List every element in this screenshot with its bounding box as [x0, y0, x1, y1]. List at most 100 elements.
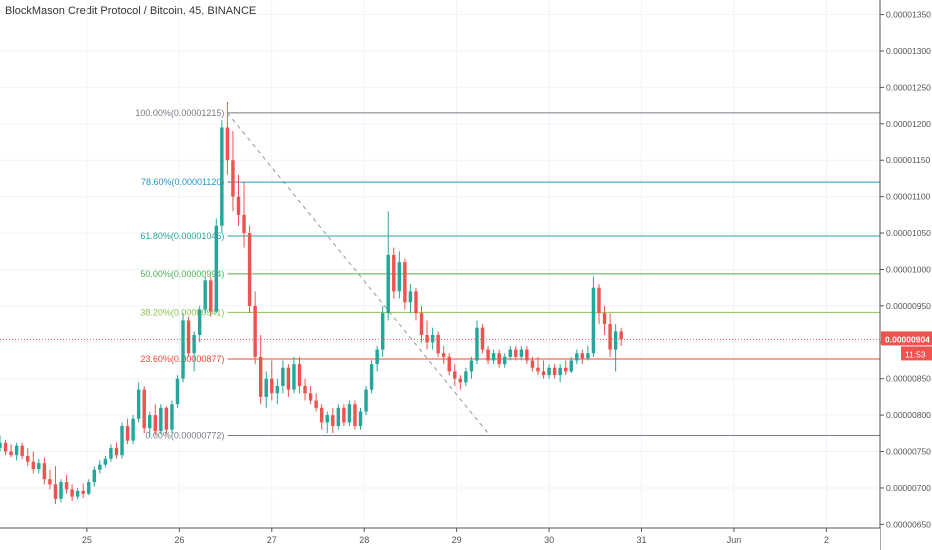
candle-body	[386, 254, 390, 314]
candle	[525, 345, 529, 365]
time-tick-label: 31	[637, 535, 647, 545]
price-tick-label: 0.00001000	[886, 264, 931, 274]
candle-body	[508, 349, 512, 357]
price-tick-label: 0.00001350	[886, 10, 931, 20]
candle-body	[242, 214, 246, 234]
candle	[131, 415, 135, 445]
candle	[336, 404, 341, 430]
candle-body	[547, 367, 551, 376]
candle	[502, 353, 507, 368]
candle-body	[419, 313, 424, 336]
candle	[70, 484, 74, 502]
candle	[597, 284, 601, 325]
candle-body	[59, 482, 63, 499]
candle-body	[75, 490, 80, 497]
candle-body	[541, 371, 546, 376]
candle-body	[297, 364, 302, 386]
candle-body	[353, 404, 357, 427]
candle	[408, 284, 413, 314]
candle	[203, 276, 207, 314]
candle	[92, 466, 97, 487]
candle	[586, 345, 590, 361]
candle	[386, 211, 390, 321]
candle	[214, 218, 219, 314]
fib-level-label: 50.00%(0.00000994)	[140, 269, 224, 279]
candle	[541, 360, 546, 379]
candle	[347, 400, 352, 427]
candle-body	[186, 320, 191, 354]
candle	[64, 474, 69, 494]
candle-body	[314, 400, 318, 408]
price-tick-label: 0.00001150	[886, 155, 931, 165]
candle-body	[81, 490, 85, 494]
candle-body	[292, 364, 296, 390]
candle-body	[342, 407, 346, 423]
candle	[14, 442, 19, 461]
candle	[569, 356, 573, 373]
candle-body	[92, 469, 97, 483]
candle-body	[170, 404, 174, 430]
candle	[447, 353, 451, 376]
candle-body	[425, 335, 429, 343]
candle	[436, 331, 440, 357]
candle-body	[591, 287, 596, 354]
candle	[258, 335, 263, 405]
candle	[164, 406, 169, 435]
fib-level-label: 38.20%(0.00000941)	[140, 307, 224, 317]
candle-body	[209, 280, 213, 312]
candle-body	[364, 389, 368, 412]
candle	[491, 349, 496, 365]
candle	[236, 174, 241, 226]
candle	[575, 349, 579, 365]
candle	[552, 364, 557, 379]
candle-body	[70, 489, 74, 497]
candle	[392, 247, 396, 299]
candle	[480, 324, 485, 354]
candle	[264, 371, 268, 408]
candle-body	[236, 196, 241, 215]
candle	[558, 364, 562, 383]
candle-body	[142, 389, 146, 429]
candle	[602, 305, 607, 336]
candle-body	[519, 349, 524, 357]
candle	[181, 313, 185, 383]
candle-body	[569, 360, 573, 372]
candle-body	[264, 378, 268, 397]
time-tick-label: 26	[174, 535, 184, 545]
candle-body	[331, 415, 335, 427]
candle-body	[613, 331, 618, 350]
candle	[530, 356, 535, 372]
candle-body	[308, 393, 313, 401]
fib-level-label: 0.00%(0.00000772)	[145, 431, 224, 441]
candle	[148, 411, 152, 437]
candle	[519, 345, 524, 361]
candle-body	[375, 349, 379, 365]
candle	[353, 400, 357, 430]
candle-body	[514, 349, 518, 357]
candle-body	[26, 455, 30, 462]
candle-body	[225, 127, 230, 161]
candle-body	[575, 353, 579, 361]
candle-body	[436, 335, 440, 354]
candle	[98, 460, 102, 474]
candle	[308, 385, 313, 405]
candle-body	[48, 479, 52, 485]
candle	[292, 356, 296, 394]
candle-body	[563, 367, 568, 372]
candle-body	[258, 356, 263, 397]
candle	[3, 439, 8, 456]
fib-level-label: 100.00%(0.00001215)	[135, 108, 224, 118]
candle	[136, 382, 141, 423]
candle-body	[414, 291, 418, 314]
candle-body	[347, 404, 352, 423]
candle-body	[602, 313, 607, 325]
candle	[281, 360, 285, 394]
candle	[358, 407, 363, 430]
candle-body	[125, 426, 130, 441]
candle-body	[9, 451, 13, 456]
candle	[48, 469, 52, 490]
candle	[209, 276, 213, 317]
candle-body	[231, 160, 235, 197]
price-tick-label: 0.00000850	[886, 374, 931, 384]
